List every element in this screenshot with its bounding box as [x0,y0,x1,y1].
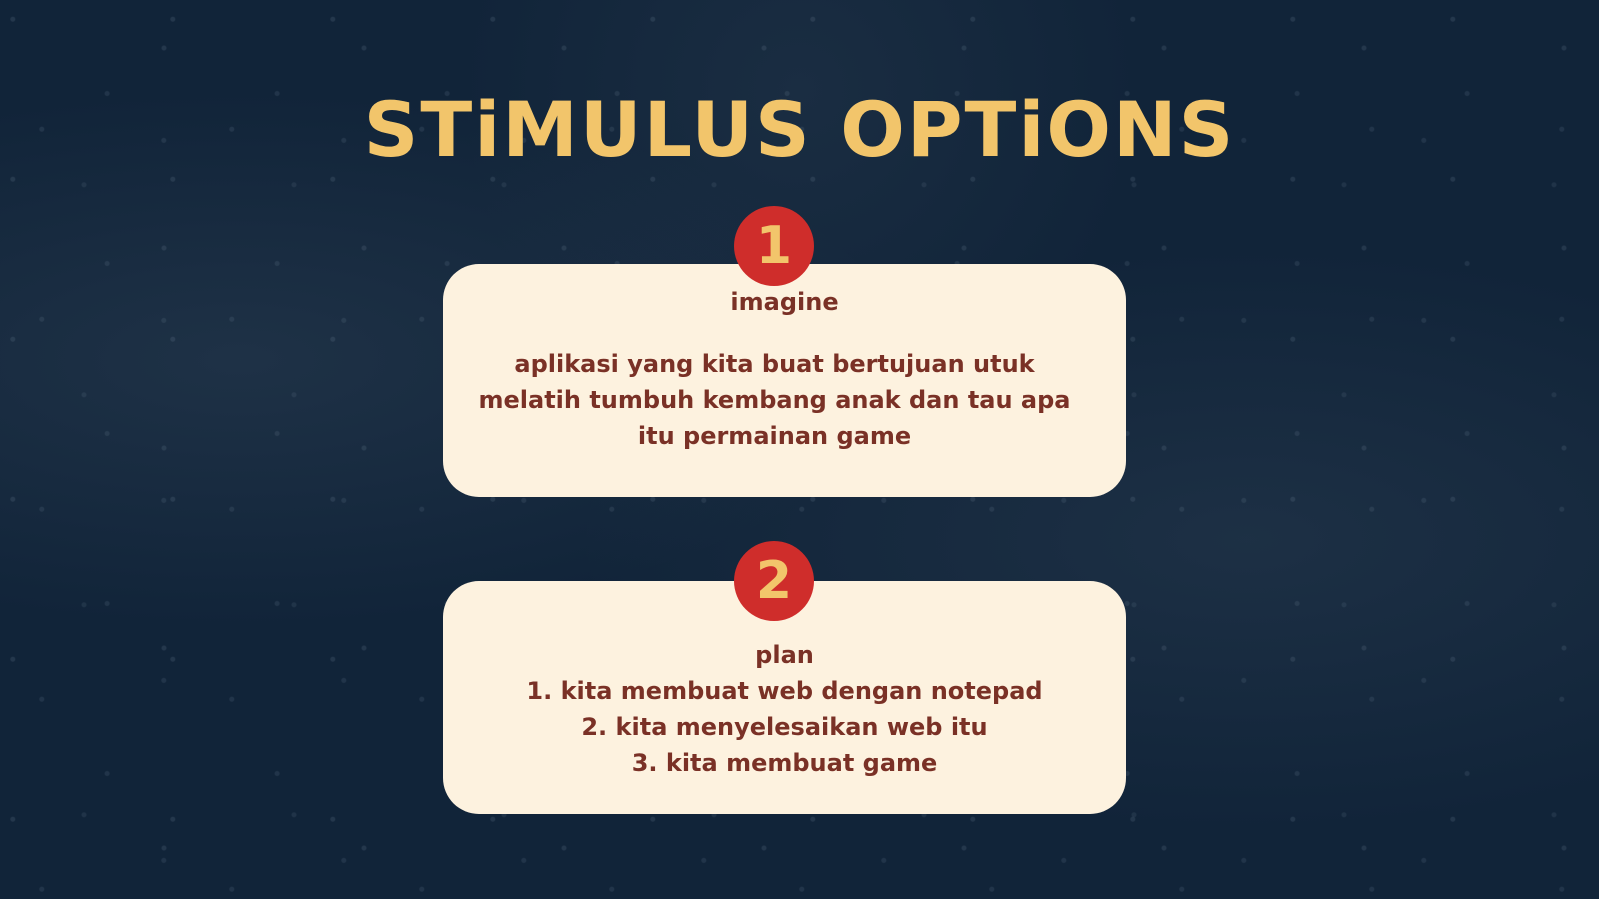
number-badge: 1 [734,206,814,286]
plan-step: 2. kita menyelesaikan web itu [581,713,988,741]
option-title: imagine [730,288,839,316]
option-description: aplikasi yang kita buat bertujuan utuk m… [478,350,1071,450]
option-title: plan [755,641,814,669]
option-card-imagine: imagine aplikasi yang kita buat bertujua… [443,264,1126,497]
plan-step: 1. kita membuat web dengan notepad [526,677,1043,705]
plan-steps-list: 1. kita membuat web dengan notepad 2. ki… [443,673,1126,781]
option-card-plan: plan 1. kita membuat web dengan notepad … [443,581,1126,814]
number-badge: 2 [734,541,814,621]
slide-title: STiMULUS OPTiONS [363,85,1236,174]
plan-step: 3. kita membuat game [631,749,938,777]
